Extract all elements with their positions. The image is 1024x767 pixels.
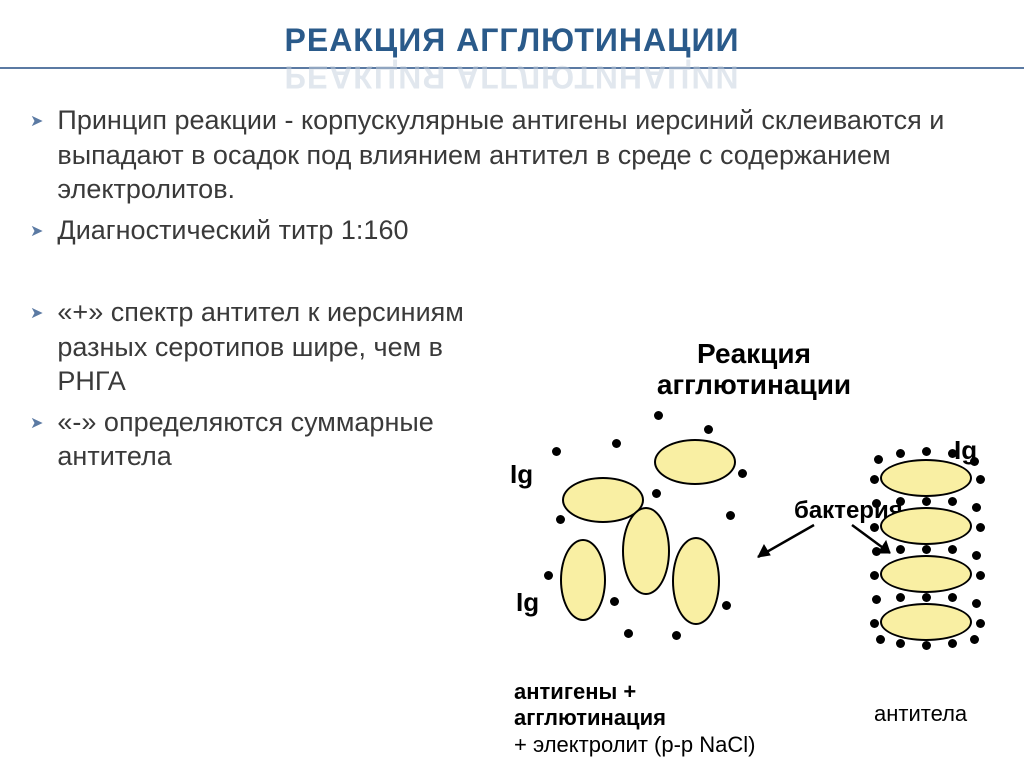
antigen-dot: [870, 619, 879, 628]
antigen-dot: [896, 545, 905, 554]
antigen-dot: [612, 439, 621, 448]
antigen-dot: [726, 511, 735, 520]
antigen-dot: [738, 469, 747, 478]
bullet-marker-icon: ➤: [30, 221, 43, 241]
antigen-dot: [896, 449, 905, 458]
ig-label: Ig: [510, 459, 533, 490]
antigen-dot: [876, 635, 885, 644]
antigen-dot: [672, 631, 681, 640]
bullet-text: Диагностический титр 1:160: [57, 213, 408, 248]
antigen-dot: [970, 457, 979, 466]
bullet-marker-icon: ➤: [30, 303, 43, 323]
bullet-marker-icon: ➤: [30, 111, 43, 131]
antigen-dot: [896, 593, 905, 602]
antigen-dot: [976, 571, 985, 580]
antigen-dot: [976, 619, 985, 628]
arrow-icon: [744, 519, 824, 569]
bacteria-shape: [654, 439, 736, 485]
antigen-dot: [896, 639, 905, 648]
bacteria-shape: [560, 539, 606, 621]
slide-content: ➤ Принцип реакции - корпускулярные антиг…: [0, 69, 1024, 474]
antigen-dot: [922, 593, 931, 602]
antigen-dot: [624, 629, 633, 638]
bacteria-shape: [622, 507, 670, 595]
antigen-dot: [896, 497, 905, 506]
list-item: ➤ Принцип реакции - корпускулярные антиг…: [30, 103, 994, 207]
antigen-dot: [704, 425, 713, 434]
antigen-dot: [976, 475, 985, 484]
bottom-left-line3: + электролит (р-р NaCl): [514, 732, 755, 757]
antigen-dot: [922, 447, 931, 456]
antigen-dot: [552, 447, 561, 456]
antigen-dot: [922, 497, 931, 506]
antigen-dot: [872, 595, 881, 604]
antigen-dot: [870, 523, 879, 532]
list-item: ➤ Диагностический титр 1:160: [30, 213, 994, 248]
bottom-left-line2: агглютинация: [514, 705, 666, 730]
slide-title: РЕАКЦИЯ АГГЛЮТИНАЦИИ: [0, 22, 1024, 59]
bacteria-shape: [880, 507, 972, 545]
antigen-dot: [870, 571, 879, 580]
agglutination-diagram: Реакция агглютинации Ig Ig Ig бактерия: [504, 339, 1004, 759]
antigen-dot: [874, 455, 883, 464]
bacteria-shape: [880, 459, 972, 497]
bottom-left-line1: антигены +: [514, 679, 636, 704]
antigen-dot: [922, 545, 931, 554]
antigen-dot: [872, 547, 881, 556]
antigen-dot: [556, 515, 565, 524]
bacteria-shape: [880, 603, 972, 641]
diagram-title-line1: Реакция: [697, 338, 811, 369]
antigen-dot: [870, 475, 879, 484]
antigen-dot: [872, 499, 881, 508]
diagram-title: Реакция агглютинации: [504, 339, 1004, 401]
antigen-dot: [972, 599, 981, 608]
antigen-dot: [722, 601, 731, 610]
antigen-dot: [970, 635, 979, 644]
bullet-text: «+» спектр антител к иерсиниям разных се…: [57, 295, 490, 399]
bullet-text: Принцип реакции - корпускулярные антиген…: [57, 103, 994, 207]
list-item: ➤ «-» определяются суммарные антитела: [30, 405, 490, 474]
antigen-dot: [922, 641, 931, 650]
bullet-marker-icon: ➤: [30, 413, 43, 433]
antigen-dot: [610, 597, 619, 606]
diagram-title-line2: агглютинации: [657, 369, 851, 400]
antigen-dot: [652, 489, 661, 498]
antigen-dot: [948, 497, 957, 506]
antigen-dot: [654, 411, 663, 420]
bullet-text: «-» определяются суммарные антитела: [57, 405, 490, 474]
antigen-dot: [976, 523, 985, 532]
bacteria-shape: [672, 537, 720, 625]
left-column: ➤ «+» спектр антител к иерсиниям разных …: [30, 295, 490, 474]
diagram-bottom-left: антигены + агглютинация + электролит (р-…: [514, 679, 755, 758]
ig-label: Ig: [516, 587, 539, 618]
diagram-bottom-right: антитела: [874, 701, 967, 727]
list-item: ➤ «+» спектр антител к иерсиниям разных …: [30, 295, 490, 399]
antigen-dot: [972, 503, 981, 512]
antigen-dot: [948, 545, 957, 554]
antigen-dot: [544, 571, 553, 580]
antigen-dot: [948, 593, 957, 602]
antigen-dot: [948, 449, 957, 458]
antigen-dot: [948, 639, 957, 648]
title-bar: РЕАКЦИЯ АГГЛЮТИНАЦИИ РЕАКЦИЯ АГГЛЮТИНАЦИ…: [0, 0, 1024, 69]
bacteria-shape: [880, 555, 972, 593]
antigen-dot: [972, 551, 981, 560]
